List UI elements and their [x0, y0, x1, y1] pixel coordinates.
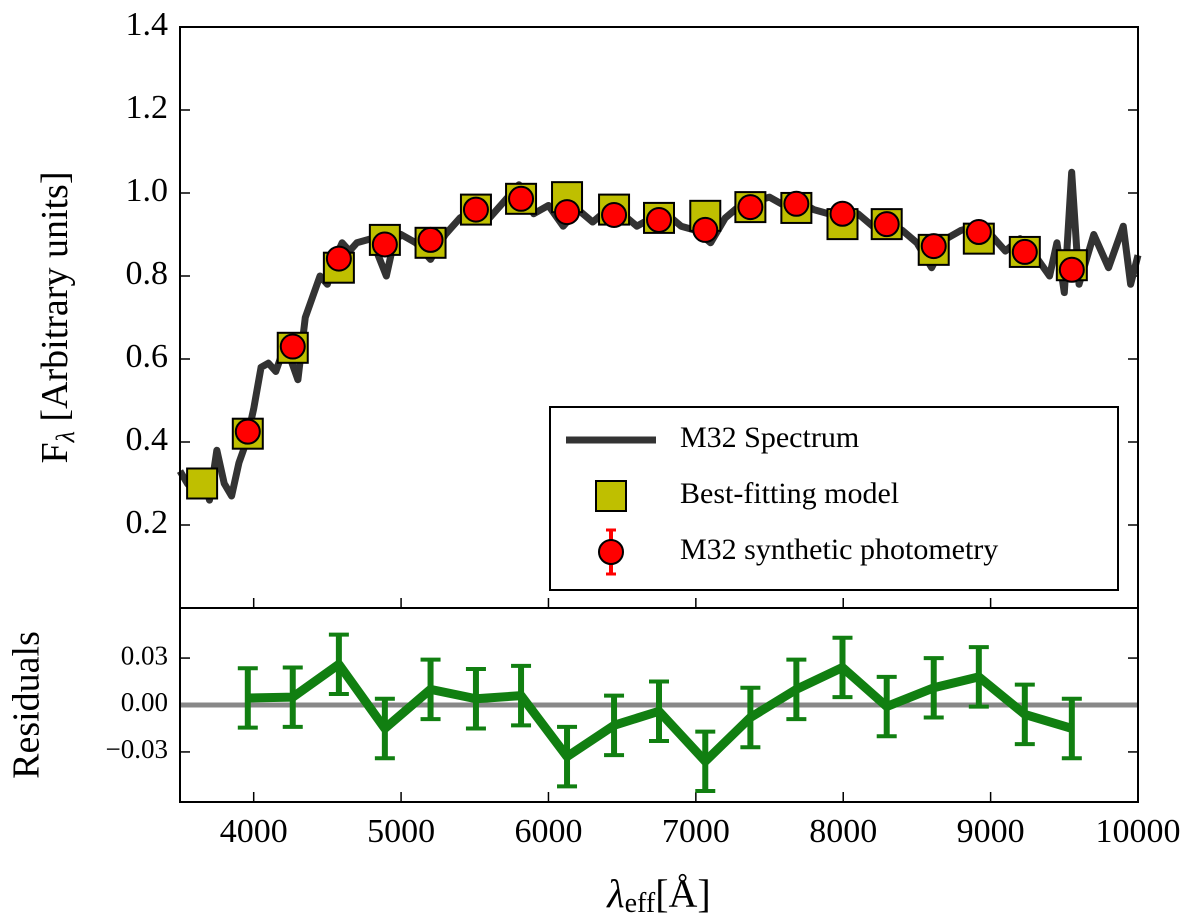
legend-label: M32 synthetic photometry [680, 533, 998, 566]
legend-square [595, 480, 627, 512]
photometry-point [371, 231, 398, 258]
y-tick-label: 0.03 [121, 640, 168, 670]
legend-label: M32 Spectrum [680, 421, 859, 454]
x-tick-label: 7000 [662, 813, 730, 850]
y-axis-label: Residuals [6, 631, 48, 779]
photometry-point [920, 233, 947, 260]
x-axis-label-part: eff [625, 888, 656, 919]
photometry-point [873, 211, 900, 238]
y-axis-label-part: F [34, 442, 76, 463]
y-tick-label: 0.4 [126, 421, 169, 458]
x-tick-label: 9000 [957, 813, 1025, 850]
photometry-point [783, 190, 810, 217]
y-tick-label: 1.0 [126, 172, 169, 209]
photometry-point [1058, 256, 1085, 283]
x-tick-label: 6000 [514, 813, 582, 850]
x-axis-label-part: [Å] [655, 871, 711, 916]
photometry-point [737, 194, 764, 221]
photometry-point [279, 333, 306, 360]
legend-circle [598, 539, 624, 565]
model-point [186, 467, 219, 500]
photometry-point [325, 245, 352, 272]
y-tick-label: 0.00 [121, 687, 168, 717]
y-tick-label: 0.6 [126, 338, 169, 375]
legend-label: Best-fitting model [680, 477, 899, 510]
photometry-point [1011, 238, 1038, 265]
photometry-point [417, 226, 444, 253]
y-tick-label: 1.4 [126, 6, 169, 43]
x-axis-label-part: λ [606, 871, 624, 916]
x-axis-label: λeff[Å] [606, 871, 710, 919]
y-tick-label: 0.2 [126, 504, 169, 541]
y-axis-label-part: λ [51, 431, 80, 443]
y-tick-label: −0.03 [106, 734, 168, 764]
y-axis-label-part: [Arbitrary units] [34, 171, 76, 431]
x-tick-label: 8000 [809, 813, 877, 850]
x-tick-label: 4000 [220, 813, 288, 850]
x-tick-label: 5000 [367, 813, 435, 850]
y-tick-label: 0.8 [126, 255, 169, 292]
photometry-point [462, 196, 489, 223]
y-axis-label: Fλ [Arbitrary units] [34, 171, 80, 463]
plot-frame [179, 607, 1139, 803]
photometry-point [554, 199, 581, 226]
photometry-point [508, 185, 535, 212]
photometry-point [646, 206, 672, 233]
y-tick-label: 1.2 [126, 89, 169, 126]
photometry-point [234, 418, 261, 445]
photometry-point [601, 201, 628, 228]
photometry-point [692, 216, 719, 243]
x-tick-label: 10000 [1096, 813, 1181, 850]
residual-line [247, 659, 1074, 766]
photometry-point [829, 200, 856, 227]
photometry-point [965, 219, 992, 246]
